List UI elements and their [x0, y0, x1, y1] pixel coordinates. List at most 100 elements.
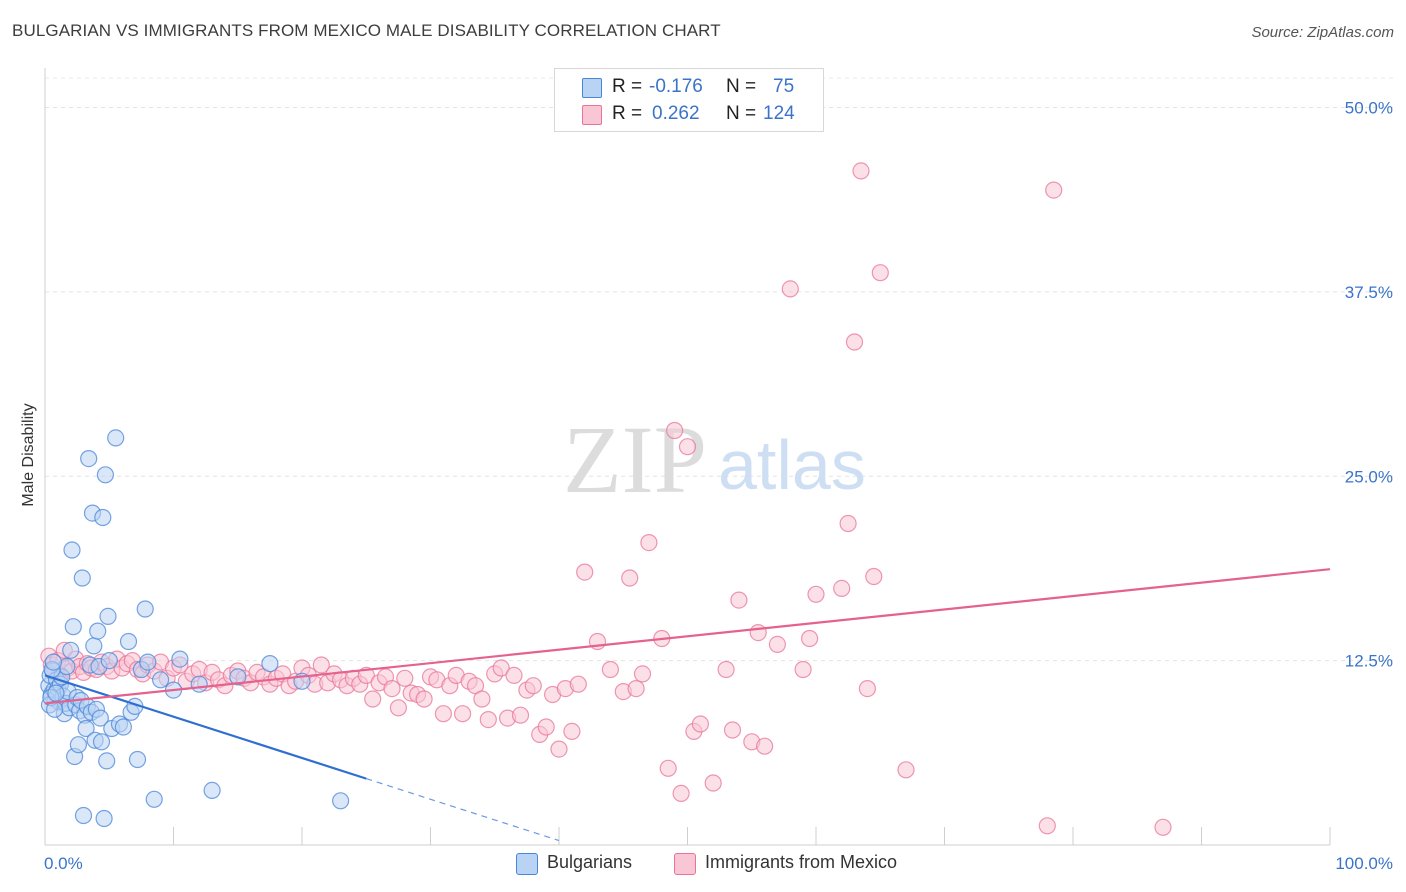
data-point-mexico: [479, 710, 497, 729]
source-label: Source: ZipAtlas.com: [1251, 24, 1394, 41]
y-tick-label: 37.5%: [1345, 283, 1393, 302]
stats-r-value: 0.262: [652, 103, 700, 124]
data-point-bulgarians: [96, 466, 115, 484]
y-tick-label: 12.5%: [1345, 652, 1393, 671]
data-point-bulgarians: [80, 450, 98, 468]
data-point-bulgarians: [107, 429, 125, 447]
stats-n-label: N =: [726, 103, 757, 124]
data-point-mexico: [569, 675, 587, 693]
data-point-mexico: [454, 705, 472, 723]
x-tick-label: 0.0%: [44, 854, 83, 873]
data-point-bulgarians: [92, 733, 111, 751]
data-point-mexico: [357, 666, 375, 685]
data-point-bulgarians: [203, 781, 221, 800]
x-tick-label: 100.0%: [1335, 854, 1393, 873]
data-point-mexico: [845, 333, 864, 351]
data-point-mexico: [800, 629, 819, 648]
data-point-mexico: [1038, 817, 1056, 835]
tick-labels: 12.5% 25.0% 37.5% 50.0% 0.0% 100.0%: [44, 99, 1393, 874]
data-point-mexico: [633, 665, 652, 683]
data-point-mexico: [794, 660, 812, 679]
stats-n-value: 75: [773, 76, 795, 97]
data-point-bulgarians: [128, 750, 147, 769]
data-point-bulgarians: [47, 684, 65, 702]
data-point-mexico: [550, 740, 568, 758]
data-point-bulgarians: [95, 809, 113, 828]
data-point-mexico: [807, 585, 825, 603]
data-point-mexico: [871, 264, 889, 282]
data-point-mexico: [768, 635, 787, 654]
data-point-mexico: [505, 666, 523, 685]
data-point-mexico: [749, 623, 767, 642]
data-point-mexico: [678, 438, 697, 456]
data-point-mexico: [723, 721, 742, 739]
data-point-mexico: [312, 656, 330, 674]
data-point-bulgarians: [89, 622, 107, 640]
y-tick-label: 50.0%: [1345, 99, 1393, 118]
data-point-bulgarians: [44, 653, 63, 671]
stats-legend: R = -0.176 N = 75 R = 0.262 N = 124: [554, 68, 824, 132]
data-point-mexico: [897, 761, 915, 779]
data-point-bulgarians: [136, 600, 154, 618]
data-point-bulgarians: [139, 653, 157, 671]
data-point-mexico: [833, 579, 851, 598]
data-point-mexico: [511, 706, 530, 724]
data-point-bulgarians: [63, 541, 81, 559]
data-point-bulgarians: [62, 641, 80, 659]
stats-r-value: -0.176: [649, 76, 703, 97]
data-point-mexico: [563, 722, 581, 741]
watermark-zip: ZIP: [563, 406, 707, 513]
data-point-mexico: [576, 563, 594, 581]
data-point-mexico: [858, 679, 877, 698]
data-point-bulgarians: [119, 632, 138, 651]
trend-line-mexico: [44, 568, 1331, 705]
data-point-bulgarians: [74, 806, 93, 825]
data-point-bulgarians: [94, 508, 112, 527]
data-point-bulgarians: [190, 675, 208, 693]
trend-line-bulgarians: [44, 674, 367, 780]
stats-n-label: N =: [726, 76, 757, 97]
legend-label-bulgarians: Bulgarians: [547, 852, 633, 872]
data-point-bulgarians: [85, 637, 103, 655]
data-point-mexico: [1045, 181, 1063, 199]
data-point-mexico: [524, 677, 542, 695]
stats-swatch-mexico: [582, 105, 602, 125]
stats-row-bulgarians: R = -0.176 N = 75: [555, 73, 823, 99]
data-point-bulgarians: [91, 709, 109, 727]
legend-swatch-bulgarians: [516, 853, 538, 875]
chart-title: BULGARIAN VS IMMIGRANTS FROM MEXICO MALE…: [12, 21, 721, 40]
data-point-mexico: [473, 690, 491, 708]
data-point-mexico: [621, 569, 639, 587]
data-point-mexico: [601, 660, 620, 679]
data-point-mexico: [730, 591, 748, 609]
trend-line-bulgarians-extension: [366, 778, 560, 842]
data-point-mexico: [865, 567, 883, 586]
data-point-bulgarians: [99, 607, 117, 626]
data-point-bulgarians: [332, 792, 350, 810]
data-point-bulgarians: [229, 668, 247, 686]
data-point-mexico: [755, 737, 774, 755]
gridlines: [45, 77, 1395, 662]
data-point-mexico: [364, 690, 382, 708]
data-point-mexico: [415, 690, 433, 708]
data-point-mexico: [672, 784, 690, 803]
data-point-mexico: [839, 514, 857, 533]
data-point-mexico: [852, 162, 870, 180]
data-point-bulgarians: [100, 651, 118, 670]
data-point-mexico: [704, 774, 722, 792]
data-point-mexico: [627, 679, 645, 698]
data-point-mexico: [1154, 818, 1172, 836]
data-point-bulgarians: [73, 569, 91, 587]
data-point-bulgarians: [64, 618, 82, 636]
data-point-bulgarians: [171, 650, 189, 668]
legend-label-mexico: Immigrants from Mexico: [705, 852, 898, 872]
data-point-bulgarians: [152, 671, 170, 689]
data-point-mexico: [389, 699, 407, 717]
data-point-mexico: [537, 718, 555, 736]
data-point-mexico: [717, 660, 735, 679]
data-point-bulgarians: [77, 719, 95, 738]
axes: [44, 68, 1331, 846]
data-point-mexico: [665, 421, 684, 440]
data-point-mexico: [434, 705, 452, 723]
